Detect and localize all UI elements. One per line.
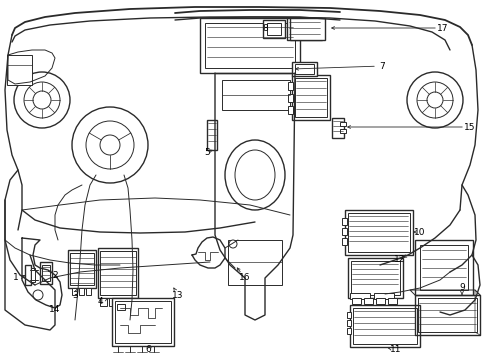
Bar (100, 251, 136, 295)
Bar (347, 328, 351, 334)
Bar (292, 75, 330, 120)
Text: 11: 11 (390, 346, 402, 355)
Circle shape (100, 135, 120, 155)
Text: 7: 7 (379, 62, 385, 71)
Bar (290, 18, 325, 40)
Text: 16: 16 (239, 274, 251, 283)
Circle shape (14, 72, 70, 128)
Bar (345, 210, 413, 255)
Bar (342, 228, 347, 235)
Bar (348, 213, 410, 252)
Circle shape (229, 240, 237, 248)
Text: 9: 9 (459, 283, 465, 292)
Bar (7, 55, 32, 85)
Circle shape (33, 290, 43, 300)
Bar (351, 261, 400, 295)
Bar (228, 240, 282, 285)
Bar (98, 248, 138, 298)
Bar (364, 298, 373, 304)
Bar (350, 305, 420, 347)
Text: 15: 15 (464, 122, 476, 131)
Bar (127, 298, 134, 306)
Bar (288, 106, 293, 114)
Bar (25, 265, 31, 285)
Bar (86, 288, 91, 295)
Bar (342, 218, 347, 225)
Circle shape (24, 82, 60, 118)
Circle shape (72, 107, 148, 183)
Bar (68, 250, 96, 288)
Bar (222, 80, 290, 110)
Bar (117, 304, 125, 310)
Bar (388, 298, 397, 304)
Circle shape (86, 121, 134, 169)
Bar (340, 129, 346, 133)
Bar (42, 265, 50, 281)
Bar (79, 288, 84, 295)
Text: 6: 6 (145, 346, 151, 355)
Bar (205, 23, 295, 68)
Bar (200, 18, 300, 73)
Circle shape (427, 92, 443, 108)
Bar (376, 298, 385, 304)
Bar (118, 298, 125, 306)
Bar (352, 298, 361, 304)
Bar (332, 118, 344, 138)
Text: 12: 12 (394, 256, 406, 265)
Text: 1: 1 (13, 273, 19, 282)
Bar (295, 78, 327, 117)
Text: 8: 8 (262, 23, 268, 32)
Bar (72, 288, 77, 295)
Bar (288, 94, 293, 102)
Bar (415, 240, 473, 295)
Ellipse shape (225, 140, 285, 210)
Circle shape (407, 72, 463, 128)
Bar (100, 298, 107, 306)
Bar (420, 245, 468, 290)
Bar (342, 238, 347, 245)
Bar (40, 262, 52, 284)
Circle shape (417, 82, 453, 118)
Text: 10: 10 (414, 228, 426, 237)
Bar (263, 20, 285, 38)
Text: 3: 3 (72, 291, 78, 300)
Text: 17: 17 (437, 23, 449, 32)
Bar (115, 301, 171, 343)
Bar (288, 82, 293, 90)
Bar (374, 293, 394, 299)
Bar (109, 298, 116, 306)
Bar (340, 122, 346, 126)
Bar (347, 320, 351, 326)
Text: 4: 4 (97, 297, 103, 306)
Bar (267, 23, 281, 35)
Bar (112, 298, 174, 346)
Text: 2: 2 (52, 271, 58, 280)
Bar (207, 120, 217, 150)
Text: 14: 14 (49, 306, 61, 315)
Bar (350, 293, 370, 299)
Bar (348, 258, 403, 298)
Bar (347, 312, 351, 318)
Bar (287, 18, 322, 40)
Circle shape (33, 91, 51, 109)
Bar (31, 268, 35, 282)
Text: 5: 5 (204, 148, 210, 157)
Text: 13: 13 (172, 291, 184, 300)
Ellipse shape (235, 150, 275, 200)
Bar (292, 62, 317, 76)
Bar (70, 253, 94, 285)
Bar (295, 64, 314, 74)
Bar (353, 308, 417, 344)
